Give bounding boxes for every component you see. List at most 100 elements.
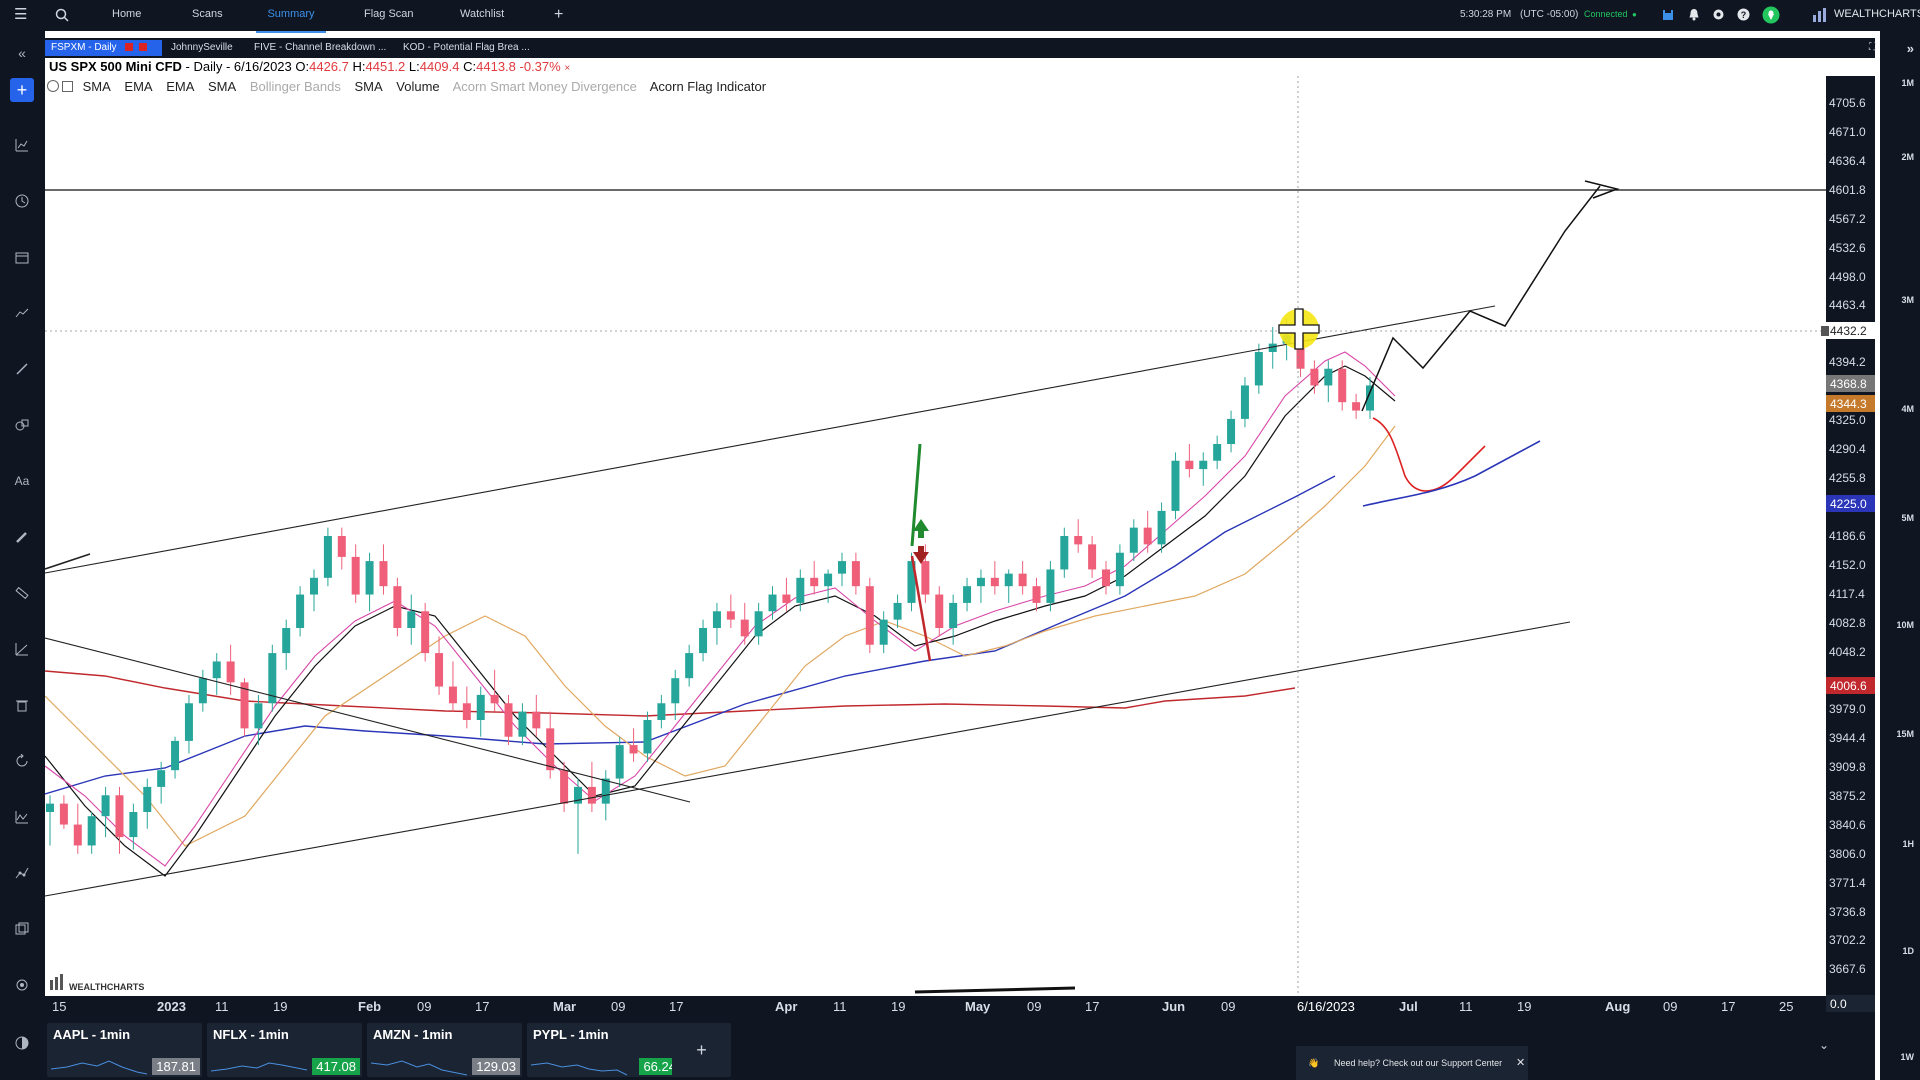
timeframe-4m[interactable]: 4M [1901,404,1914,414]
timeframe-1h[interactable]: 1H [1902,839,1914,849]
timeframe-5m[interactable]: 5M [1901,513,1914,523]
blue-path-sketch[interactable] [1362,440,1541,507]
price-chart[interactable]: 4705.6 4671.0 4636.4 4601.8 4567.2 4532.6 4498… [45,76,1875,1018]
candle-body [462,703,471,720]
theme-icon[interactable] [10,1031,34,1055]
mini-chart-amzn[interactable]: AMZN - 1min 129.03 [367,1023,522,1077]
nav-scans[interactable]: Scans [192,8,223,20]
candle-body [1366,385,1374,411]
legend-sma[interactable]: SMA [208,79,237,94]
hamburger-icon[interactable]: ☰ [14,6,28,23]
tab-flag-icon [139,43,148,52]
shapes-icon[interactable] [10,413,34,437]
short-trend-line[interactable] [45,553,91,570]
add-mini-chart-button[interactable]: + [672,1023,731,1077]
search-icon[interactable] [55,0,69,31]
price-badge [1826,322,1875,339]
timezone[interactable]: (UTC -05:00) [1520,9,1579,20]
candle-body [379,561,388,587]
upper-channel-line[interactable] [45,305,1496,574]
mini-charts-bar: AAPL - 1min 187.81 NFLX - 1min 417.08 AM… [45,1018,1875,1080]
legend-smart-money-divergence[interactable]: Acorn Smart Money Divergence [452,79,637,94]
mini-chart-pypl[interactable]: PYPL - 1min 66.24 [527,1023,682,1077]
downtrend-line[interactable] [45,637,691,803]
indicator-chart-icon[interactable] [10,805,34,829]
legend-ema[interactable]: EMA [124,79,153,94]
location-icon[interactable] [1762,0,1780,31]
trend-icon[interactable] [10,301,34,325]
axis-drag-handle[interactable] [1821,326,1829,336]
legend-sma[interactable]: SMA [82,79,111,94]
measure-icon[interactable] [10,637,34,661]
pencil-icon[interactable] [10,525,34,549]
nav-home[interactable]: Home [112,8,142,20]
legend-settings-icon[interactable] [47,80,59,92]
chevron-down-icon[interactable]: ⌄ [1818,1038,1829,1052]
legend-sma[interactable]: SMA [354,79,383,94]
red-path-sketch[interactable] [1372,417,1486,492]
chart-tab-active[interactable]: FSPXM - Daily [45,40,162,56]
candle-body [240,682,249,729]
toast-close-button[interactable]: ✕ [1516,1057,1526,1069]
text-tool-icon[interactable]: Aa [14,474,30,488]
calendar-icon[interactable] [10,245,34,269]
toast-text[interactable]: Need help? Check out our Support Center [1334,1058,1503,1068]
mini-chart-aapl[interactable]: AAPL - 1min 187.81 [47,1023,202,1077]
close-icon[interactable]: × [564,63,571,74]
bell-icon[interactable] [1688,0,1700,31]
time-tick-label: 09 [1221,999,1235,1014]
nav-summary[interactable]: Summary [256,0,326,33]
support-toast[interactable]: 👋 Need help? Check out our Support Cente… [1296,1046,1528,1080]
fullscreen-icon[interactable]: ⛶ [1869,42,1876,53]
chart-tab[interactable]: JohnnySeville [171,42,233,53]
chart-type-icon[interactable] [10,133,34,157]
time-tick-label: 19 [1517,999,1531,1014]
legend-volume[interactable]: Volume [396,79,440,94]
time-tick-label: 19 [891,999,905,1014]
line-tool-icon[interactable] [10,357,34,381]
legend-collapse-icon[interactable] [62,81,73,92]
price-tick-label: 3840.6 [1829,818,1866,832]
layers-icon[interactable] [10,917,34,941]
lower-channel-line[interactable] [45,621,1571,897]
timeframe-1w[interactable]: 1W [1900,1052,1915,1062]
time-axis[interactable] [45,996,1875,1018]
collapse-left-icon[interactable]: « [18,45,26,61]
price-tick-label: 3771.4 [1829,876,1866,890]
save-icon[interactable] [1662,0,1674,31]
chart-tab[interactable]: FIVE - Channel Breakdown ... [254,42,387,53]
high-label: H: [348,59,366,74]
mini-chart-nflx[interactable]: NFLX - 1min 417.08 [207,1023,362,1077]
add-indicator-icon[interactable]: + [10,78,34,102]
timeframe-15m[interactable]: 15M [1896,729,1914,739]
settings-icon[interactable] [10,973,34,997]
watermark-logo-icon [50,980,53,990]
gear-icon[interactable] [1712,0,1725,31]
price-tick-label: 4532.6 [1829,241,1866,255]
down-arrow-icon [918,546,924,554]
scatter-icon[interactable] [10,861,34,885]
ema-9-line [45,365,1396,877]
clock-icon[interactable] [10,189,34,213]
legend-ema[interactable]: EMA [166,79,195,94]
ruler-icon[interactable] [10,581,34,605]
expand-right-icon[interactable]: » [1906,41,1914,56]
legend-flag-indicator[interactable]: Acorn Flag Indicator [649,79,767,94]
timeframe-10m[interactable]: 10M [1896,620,1914,630]
timeframe-1d[interactable]: 1D [1902,946,1914,956]
add-tab-button[interactable]: + [554,6,564,23]
refresh-icon[interactable] [10,749,34,773]
legend-bollinger-bands[interactable]: Bollinger Bands [249,79,341,94]
projected-path-line[interactable] [1361,185,1601,412]
nav-flag-scan[interactable]: Flag Scan [364,8,414,20]
chart-tab[interactable]: KOD - Potential Flag Brea ... [403,42,530,53]
chart-tab-label: FSPXM - Daily [51,42,117,53]
timeframe-2m[interactable]: 2M [1901,152,1914,162]
price-axis[interactable] [1826,76,1875,996]
timeframe-3m[interactable]: 3M [1901,295,1914,305]
nav-watchlist[interactable]: Watchlist [460,8,505,20]
trash-icon[interactable] [10,693,34,717]
help-icon[interactable]: ? [1737,0,1750,31]
timeframe-1m[interactable]: 1M [1901,78,1914,88]
candle-body [1046,569,1055,603]
